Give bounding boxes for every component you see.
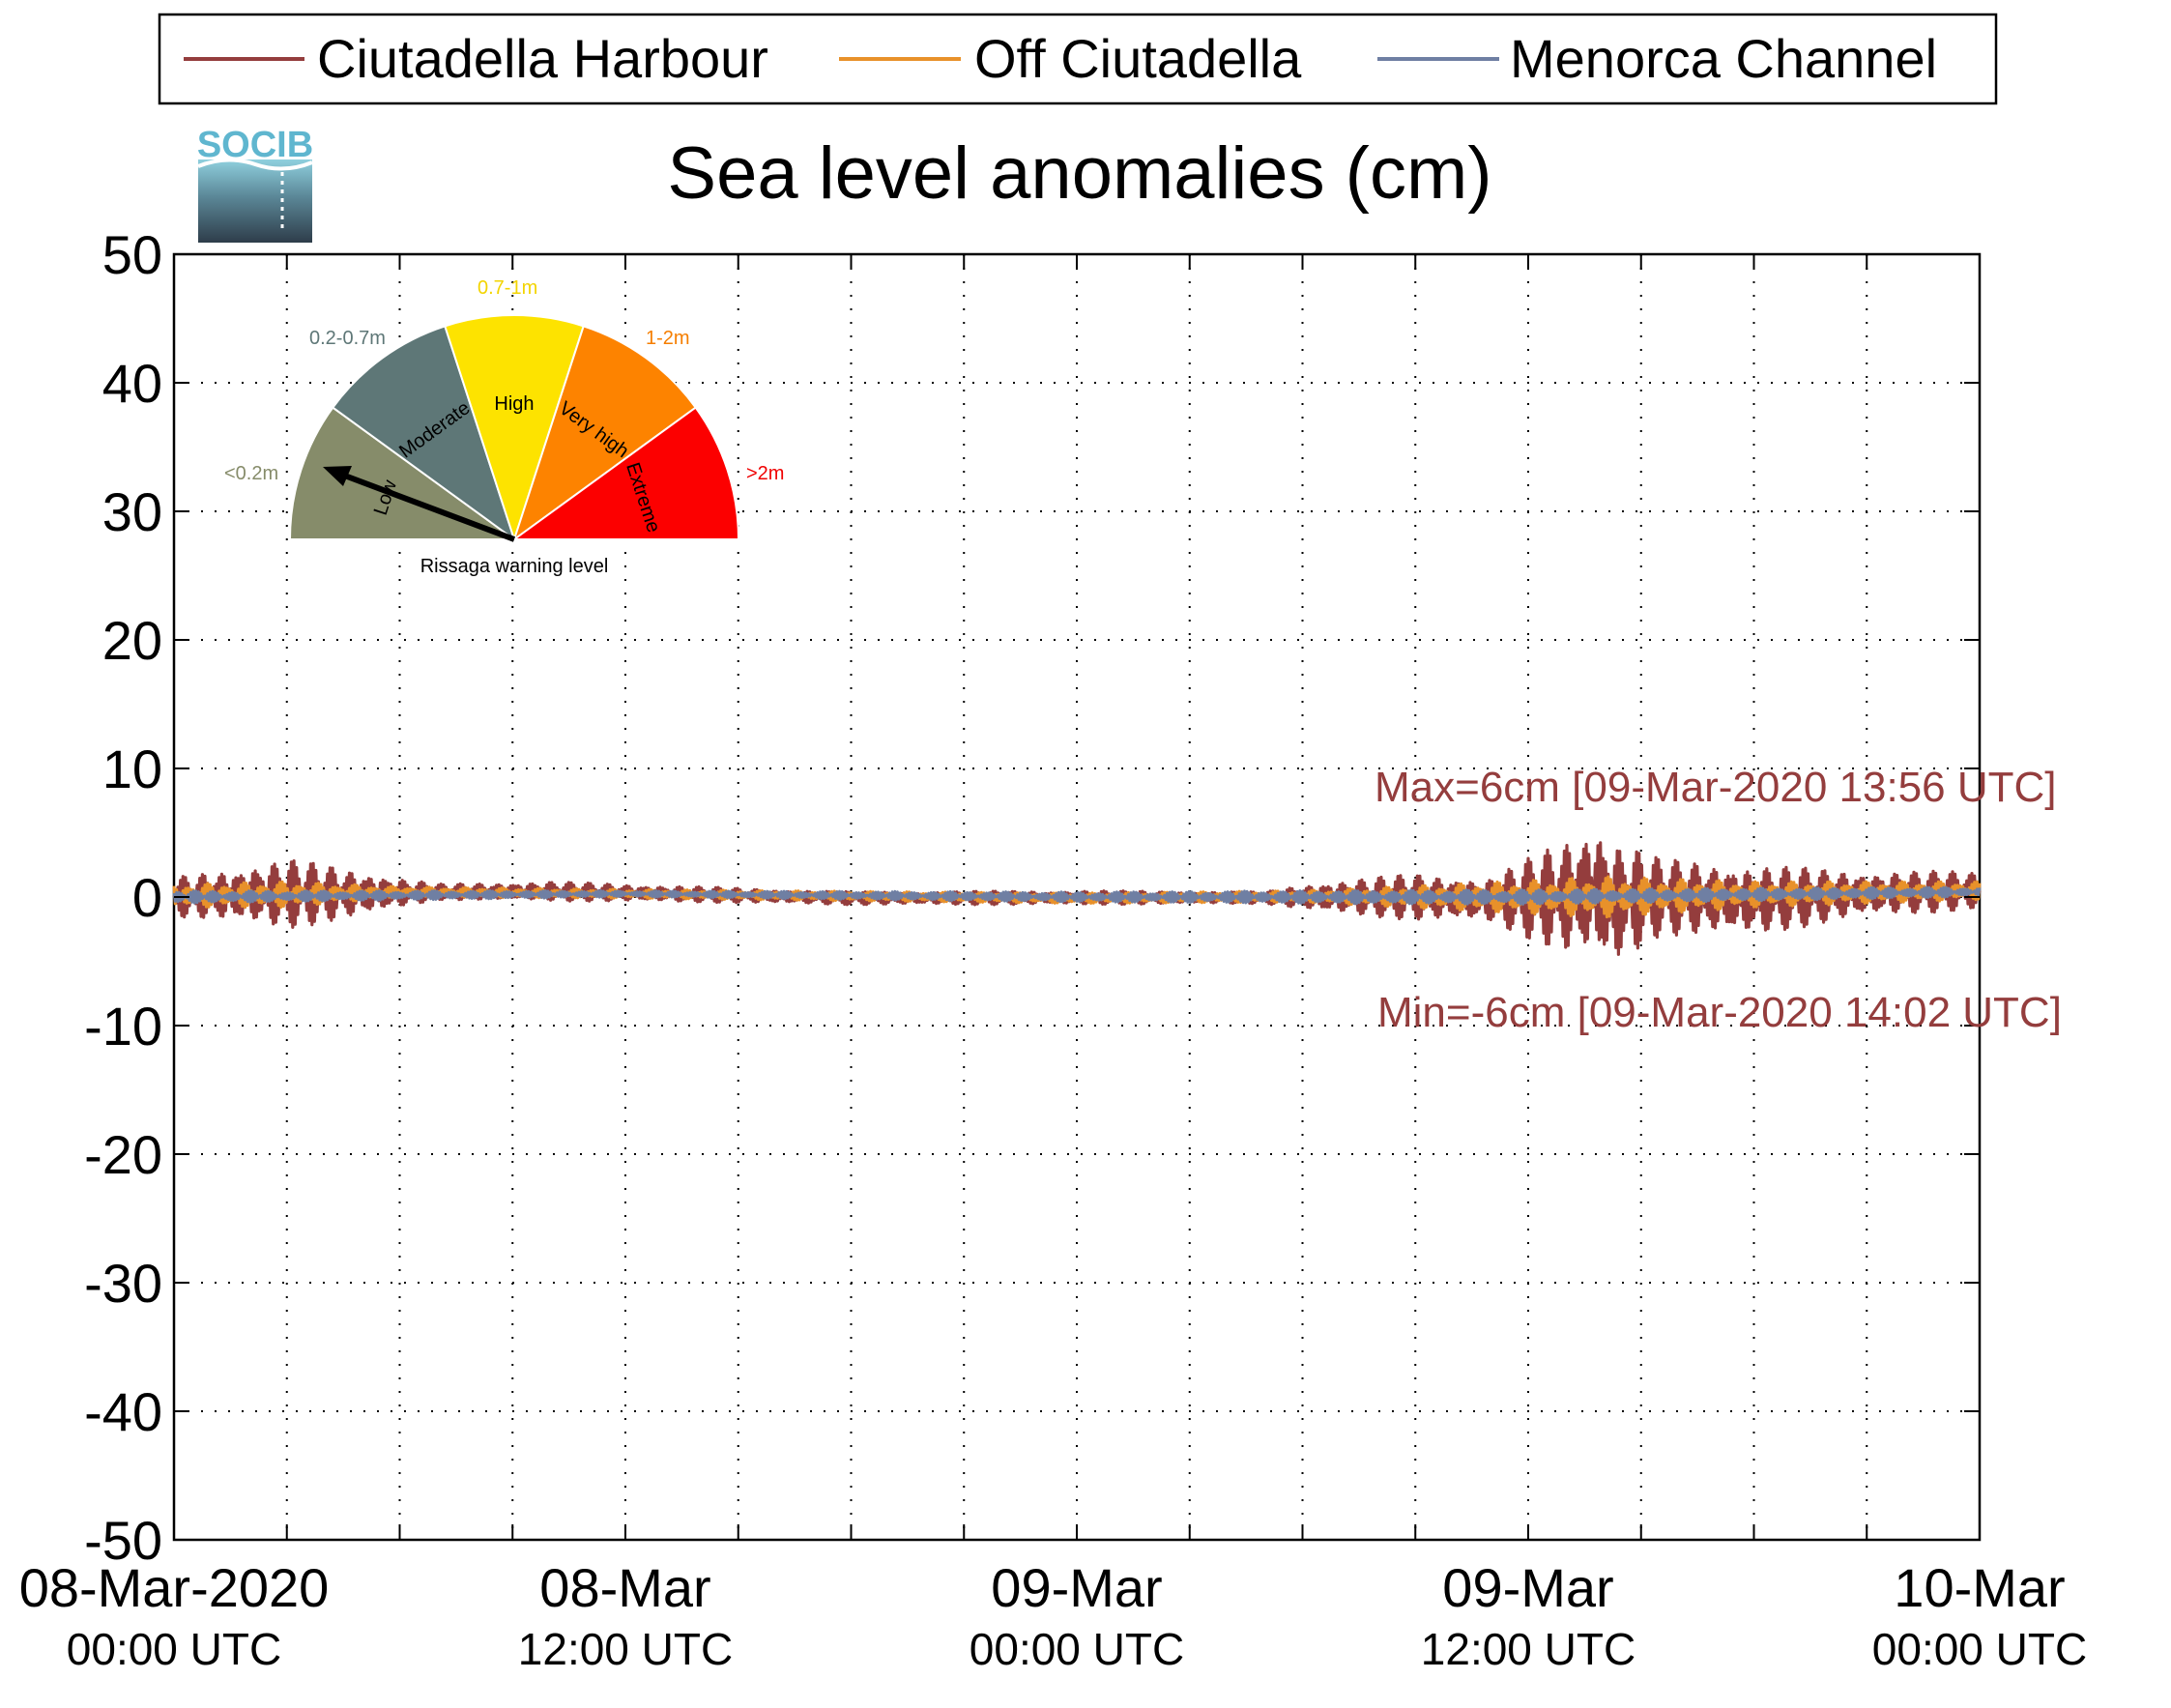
gauge-range-low: <0.2m [224,463,278,484]
legend-label-menorca-channel: Menorca Channel [1510,28,1937,89]
logo-text: SOCIB [197,125,313,165]
y-tick-label: 30 [102,481,162,542]
legend-label-off-ciutadella: Off Ciutadella [974,28,1302,89]
annotation-min: Min=-6cm [09-Mar-2020 14:02 UTC] [1377,989,2062,1036]
legend: Ciutadella Harbour Off Ciutadella Menorc… [158,13,1998,105]
gauge-range-moderate: 0.2-0.7m [309,328,386,349]
series-line-menorca-channel [172,885,1982,906]
x-tick-label-time: 12:00 UTC [1421,1624,1635,1674]
gauge-needle [333,469,516,542]
gauge-sector-very-high [512,325,698,542]
series-layer [172,841,1982,956]
x-axis: 08-Mar-2020 00:00 UTC 08-Mar 12:00 UTC 09-Ma… [19,254,2087,1674]
y-tick-label: 0 [132,867,162,928]
y-tick-label: 40 [102,353,162,414]
gauge-needle-head [323,466,352,486]
y-tick-label: -50 [84,1510,162,1571]
x-tick-label-time: 00:00 UTC [970,1624,1184,1674]
gauge-sector-low [288,406,518,540]
x-tick-label-date: 10-Mar [1894,1557,2065,1618]
x-tick-label-time: 12:00 UTC [518,1624,733,1674]
annotation-max: Max=6cm [09-Mar-2020 13:56 UTC] [1375,764,2057,811]
logo-wave [197,158,313,171]
y-tick-label: -10 [84,996,162,1057]
gauge-title: Rissaga warning level [420,556,609,577]
legend-box [158,13,1998,105]
y-tick-label: -20 [84,1124,162,1185]
x-tick-label-time: 00:00 UTC [1872,1624,2087,1674]
x-tick-label-date: 09-Mar [991,1557,1162,1618]
x-tick-label-date: 09-Mar [1442,1557,1613,1618]
y-axis: 50 40 30 20 10 0 -10 -20 -30 -40 -50 [84,224,1980,1571]
socib-logo: SOCIB [197,125,313,243]
gauge-sector-moderate [331,325,516,542]
gauge-label-high: High [494,393,534,415]
y-tick-label: 10 [102,738,162,799]
logo-mark [198,159,312,243]
y-tick-label: 20 [102,610,162,671]
y-tick-label: -40 [84,1381,162,1442]
chart-title: Sea level anomalies (cm) [667,132,1491,215]
x-tick-label-date: 08-Mar [539,1557,710,1618]
x-tick-label-time: 00:00 UTC [67,1624,281,1674]
gauge-sector-extreme [510,406,740,540]
gauge-range-very-high: 1-2m [646,328,690,349]
gauge-sector-high [444,314,585,543]
gauge-range-extreme: >2m [746,463,784,484]
y-tick-label: -30 [84,1253,162,1314]
x-tick-label-date: 08-Mar-2020 [19,1557,330,1618]
legend-label-ciutadella-harbour: Ciutadella Harbour [317,28,768,89]
y-tick-label: 50 [102,224,162,285]
gauge-range-high: 0.7-1m [478,277,537,299]
gauge-sectors [288,314,740,543]
